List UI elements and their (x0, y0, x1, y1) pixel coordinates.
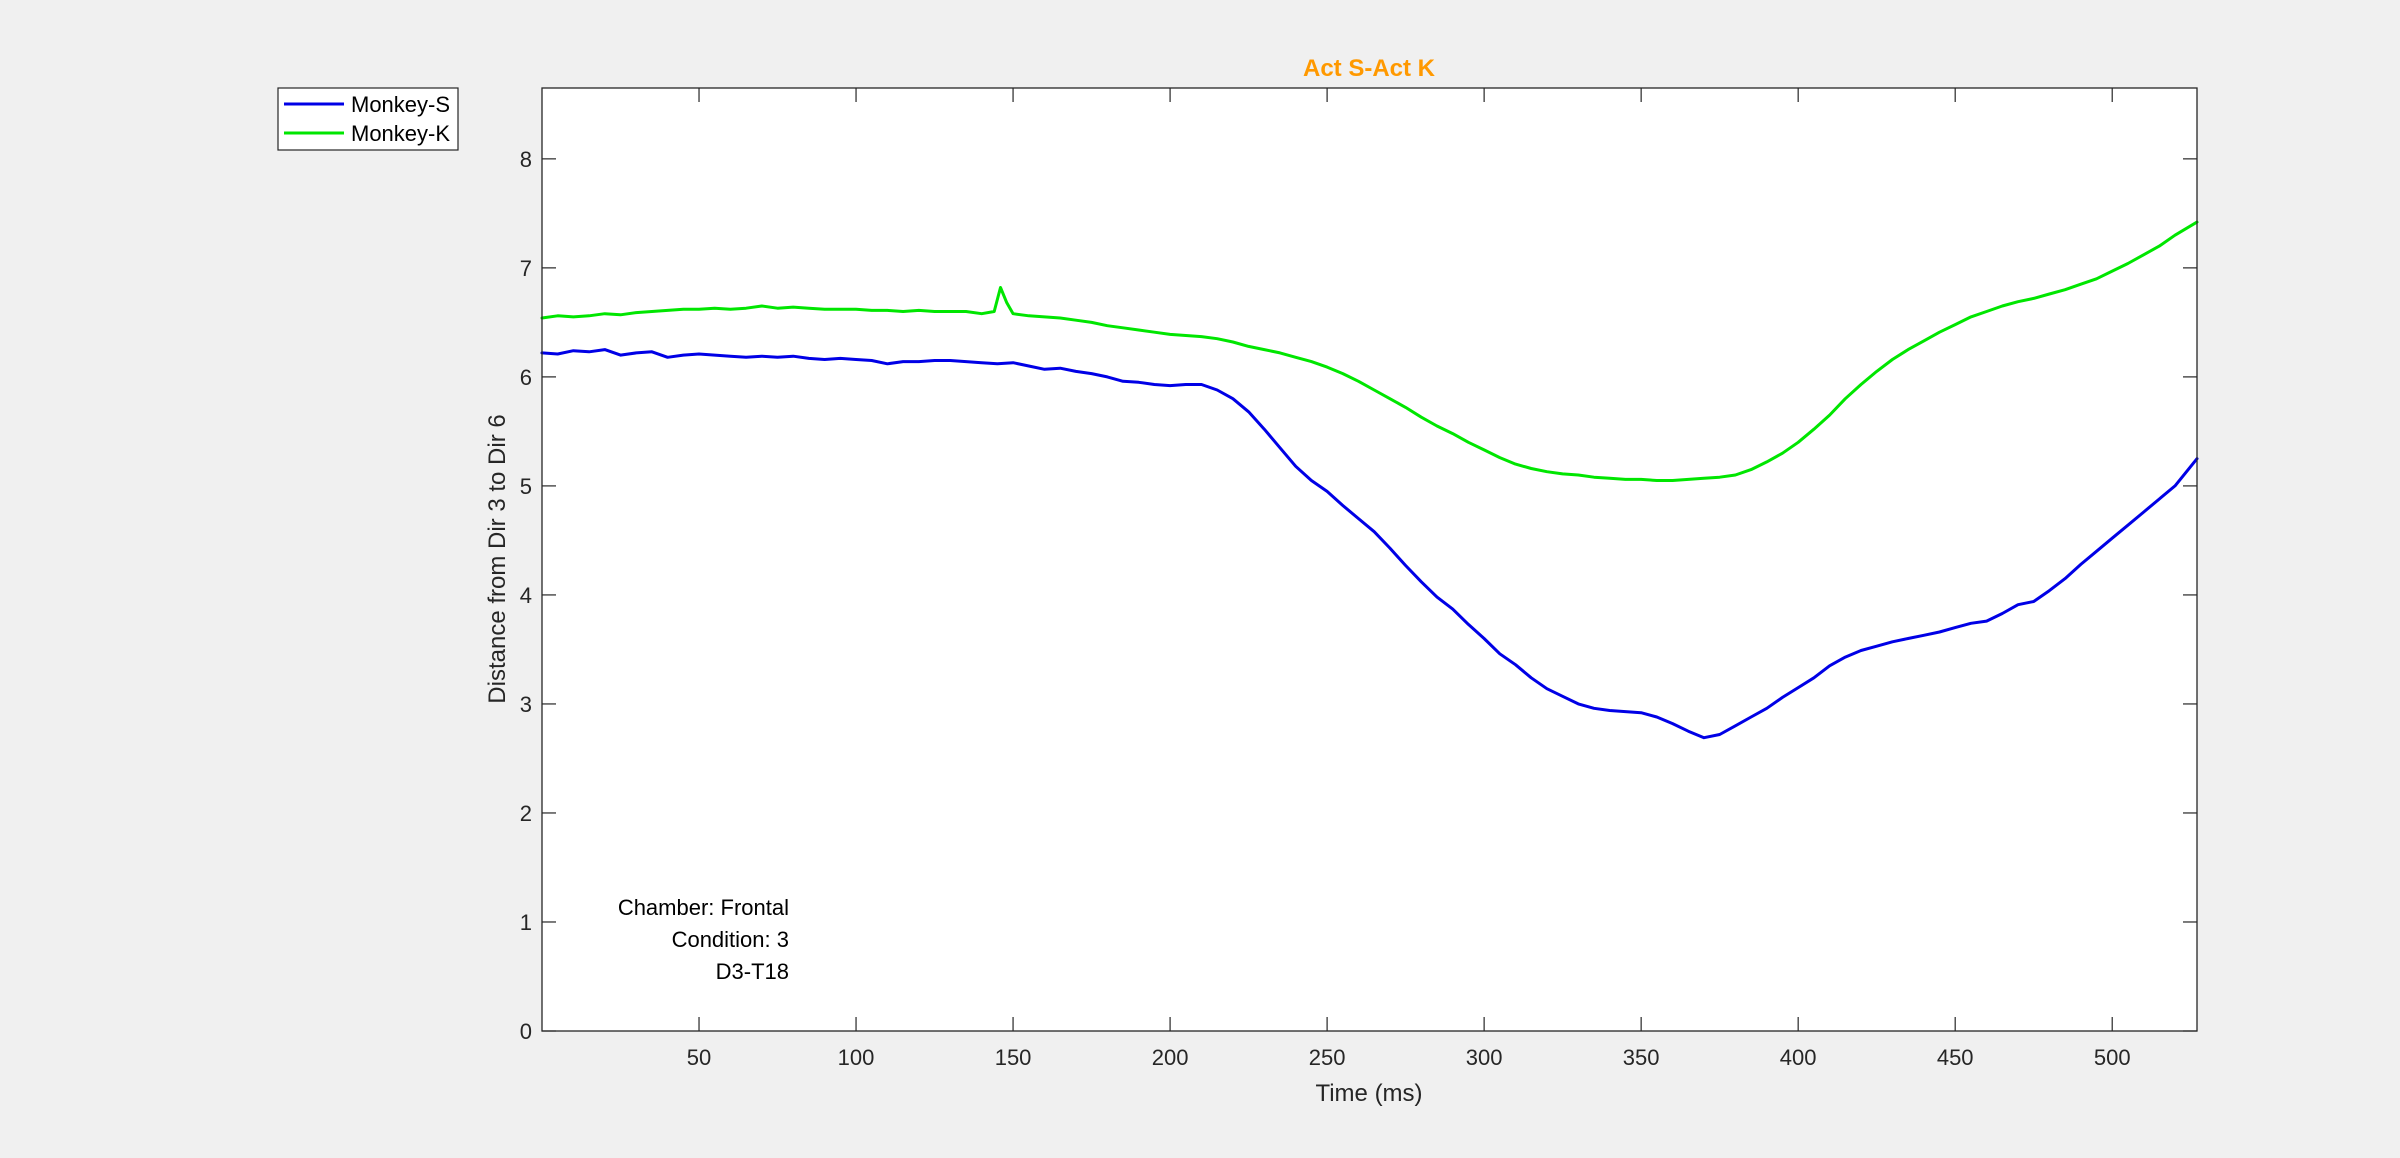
x-tick-label: 50 (687, 1045, 711, 1070)
plot-content (540, 220, 2199, 740)
legend-label: Monkey-K (351, 121, 450, 146)
x-tick-label: 350 (1623, 1045, 1660, 1070)
x-tick-label: 100 (838, 1045, 875, 1070)
y-tick-label: 0 (520, 1019, 532, 1044)
annotation-line: D3-T18 (716, 959, 789, 984)
x-tick-label: 400 (1780, 1045, 1817, 1070)
y-tick-label: 8 (520, 147, 532, 172)
y-tick-label: 1 (520, 910, 532, 935)
y-axis-label: Distance from Dir 3 to Dir 6 (484, 414, 511, 703)
legend[interactable]: Monkey-S Monkey-K (277, 87, 459, 151)
y-tick-label: 4 (520, 583, 532, 608)
series-line-monkey-s (540, 348, 2199, 740)
chart-title: Act S-Act K (1303, 55, 1436, 82)
y-tick-label: 2 (520, 801, 532, 826)
y-axis-ticks: 0 1 2 3 4 5 6 7 8 (520, 147, 2197, 1044)
annotation-line: Condition: 3 (672, 927, 789, 952)
x-tick-label: 200 (1152, 1045, 1189, 1070)
series-line-monkey-k (540, 220, 2199, 482)
x-tick-label: 250 (1309, 1045, 1346, 1070)
x-tick-label: 500 (2094, 1045, 2131, 1070)
axes-box (541, 87, 2198, 1032)
y-tick-label: 3 (520, 692, 532, 717)
annotation-line: Chamber: Frontal (618, 895, 789, 920)
y-tick-label: 7 (520, 256, 532, 281)
y-tick-label: 5 (520, 474, 532, 499)
legend-box (277, 87, 459, 151)
x-axis-ticks: 50 100 150 200 250 300 350 400 450 500 (687, 88, 2131, 1070)
x-tick-label: 450 (1937, 1045, 1974, 1070)
x-axis-label: Time (ms) (1315, 1080, 1422, 1107)
x-tick-label: 300 (1466, 1045, 1503, 1070)
legend-label: Monkey-S (351, 92, 450, 117)
annotation: Chamber: Frontal Condition: 3 D3-T18 (618, 895, 789, 984)
series-layer (540, 220, 2199, 740)
x-tick-label: 150 (995, 1045, 1032, 1070)
plot-area (542, 88, 2197, 1031)
y-tick-label: 6 (520, 365, 532, 390)
